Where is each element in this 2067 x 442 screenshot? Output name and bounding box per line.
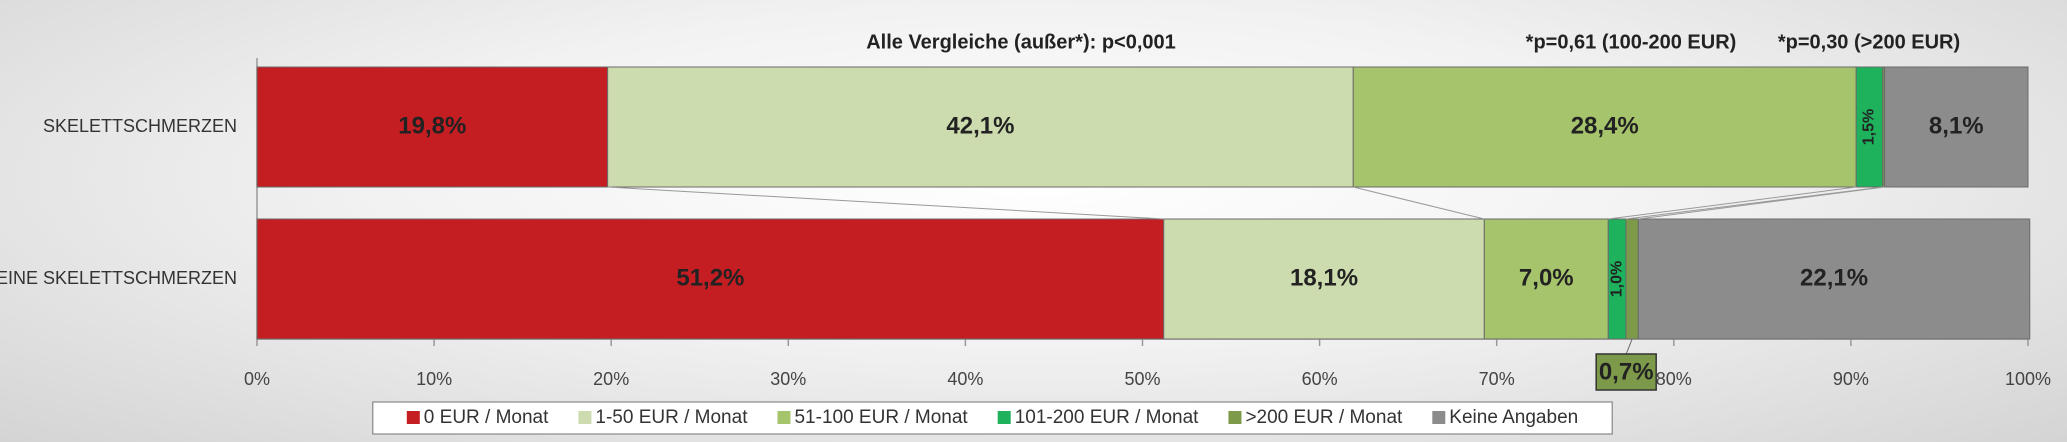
legend-label: >200 EUR / Monat bbox=[1245, 407, 1403, 428]
x-tick-label: 60% bbox=[1302, 369, 1338, 389]
legend-label: 1-50 EUR / Monat bbox=[595, 407, 748, 428]
legend-box bbox=[372, 401, 1613, 435]
leader-line bbox=[1625, 338, 1633, 355]
x-tick-label: 10% bbox=[416, 369, 452, 389]
value-label: 0,7% bbox=[1599, 358, 1654, 385]
value-label: 1,0% bbox=[1608, 261, 1625, 297]
value-label: 8,1% bbox=[1929, 112, 1984, 139]
legend-swatch bbox=[997, 411, 1011, 424]
value-label: 51,2% bbox=[676, 264, 744, 291]
bar-segment bbox=[1352, 66, 1857, 188]
bar-segment bbox=[1855, 66, 1884, 188]
x-tick-label: 70% bbox=[1479, 369, 1515, 389]
bar-segment bbox=[1163, 218, 1485, 340]
bar-segment bbox=[1483, 218, 1609, 340]
bar-segment bbox=[256, 218, 1165, 340]
x-tick-label: 50% bbox=[1124, 369, 1160, 389]
x-tick-label: 40% bbox=[947, 369, 983, 389]
legend-label: 101-200 EUR / Monat bbox=[1015, 407, 1199, 428]
x-tick-label: 30% bbox=[770, 369, 806, 389]
legend: 0 EUR / Monat 1-50 EUR / Monat 51-100 EUR … bbox=[372, 401, 1613, 435]
value-label: 18,1% bbox=[1290, 264, 1358, 291]
connector-line bbox=[607, 186, 1164, 220]
bar-segment bbox=[607, 66, 1354, 188]
callout-box bbox=[1595, 353, 1657, 391]
value-label: 42,1% bbox=[946, 112, 1014, 139]
x-tick-label: 0% bbox=[244, 369, 270, 389]
x-tick-label: 80% bbox=[1656, 369, 1692, 389]
value-label: 22,1% bbox=[1800, 264, 1868, 291]
x-tick-label: 90% bbox=[1833, 369, 1869, 389]
legend-label: Keine Angaben bbox=[1449, 407, 1578, 428]
x-tick-label: 100% bbox=[2005, 369, 2051, 389]
x-tick-label: 20% bbox=[593, 369, 629, 389]
legend-swatch bbox=[1432, 411, 1446, 424]
value-label: 1,5% bbox=[1861, 109, 1878, 145]
legend-swatch bbox=[1228, 411, 1242, 424]
category-label: SKELETTSCHMERZEN bbox=[43, 116, 237, 136]
category-label: KEINE SKELETTSCHMERZEN bbox=[0, 268, 237, 288]
legend-swatch bbox=[578, 411, 592, 424]
legend-swatch bbox=[406, 411, 420, 424]
annotation: *p=0,61 (100-200 EUR) bbox=[1526, 31, 1737, 53]
bar-segment bbox=[1625, 218, 1639, 340]
bar-segment bbox=[1884, 66, 2029, 188]
value-label: 7,0% bbox=[1519, 264, 1574, 291]
bar-segment bbox=[256, 66, 609, 188]
legend-label: 0 EUR / Monat bbox=[424, 407, 549, 428]
value-label: 19,8% bbox=[398, 112, 466, 139]
bar-segment bbox=[1637, 218, 2031, 340]
connector-line bbox=[1353, 186, 1485, 220]
value-label: 28,4% bbox=[1571, 112, 1639, 139]
legend-label: 51-100 EUR / Monat bbox=[794, 407, 968, 428]
connector-line bbox=[1638, 186, 1885, 220]
connector-line bbox=[1608, 186, 1857, 220]
legend-swatch bbox=[777, 411, 791, 424]
annotation: *p=0,30 (>200 EUR) bbox=[1778, 31, 1960, 53]
annotation: Alle Vergleiche (außer*): p<0,001 bbox=[866, 31, 1176, 53]
